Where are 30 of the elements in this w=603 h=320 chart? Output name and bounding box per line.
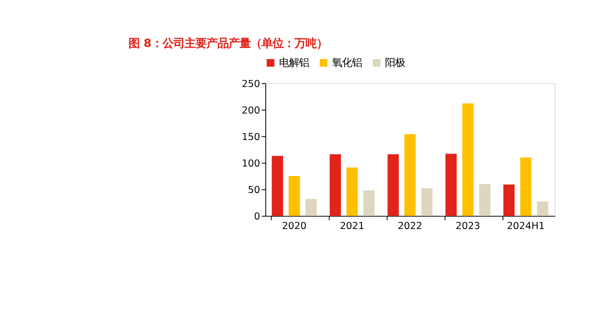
bar [305,198,317,216]
bar [272,156,284,216]
legend-label: 电解铝 [278,57,309,70]
bar [346,168,358,216]
y-tick-label: 150 [242,132,260,143]
y-tick-label: 50 [248,184,260,196]
y-tick-label: 200 [242,105,260,116]
x-tick-label: 2022 [398,221,422,232]
legend-label: 阳极 [385,57,406,70]
x-tick-label: 2021 [340,221,364,232]
bar [388,154,399,216]
chart-title: 图 8：公司主要产品产量（单位：万吨） [128,37,328,50]
x-tick-label: 2023 [456,221,480,232]
bar [404,134,416,216]
bar [462,103,474,216]
bar [445,154,457,216]
bar [537,202,548,216]
bar [520,157,532,216]
bar [363,190,375,216]
bar [288,176,300,216]
y-tick-label: 0 [254,211,260,222]
legend-label: 氧化铝 [332,57,362,70]
y-tick-label: 100 [242,158,260,170]
bar [503,184,515,216]
bar [479,184,490,216]
x-tick-label: 2024H1 [506,221,545,232]
y-tick-label: 250 [242,78,260,90]
bar [421,188,433,216]
bar [330,154,341,216]
x-tick-label: 2020 [282,221,307,232]
